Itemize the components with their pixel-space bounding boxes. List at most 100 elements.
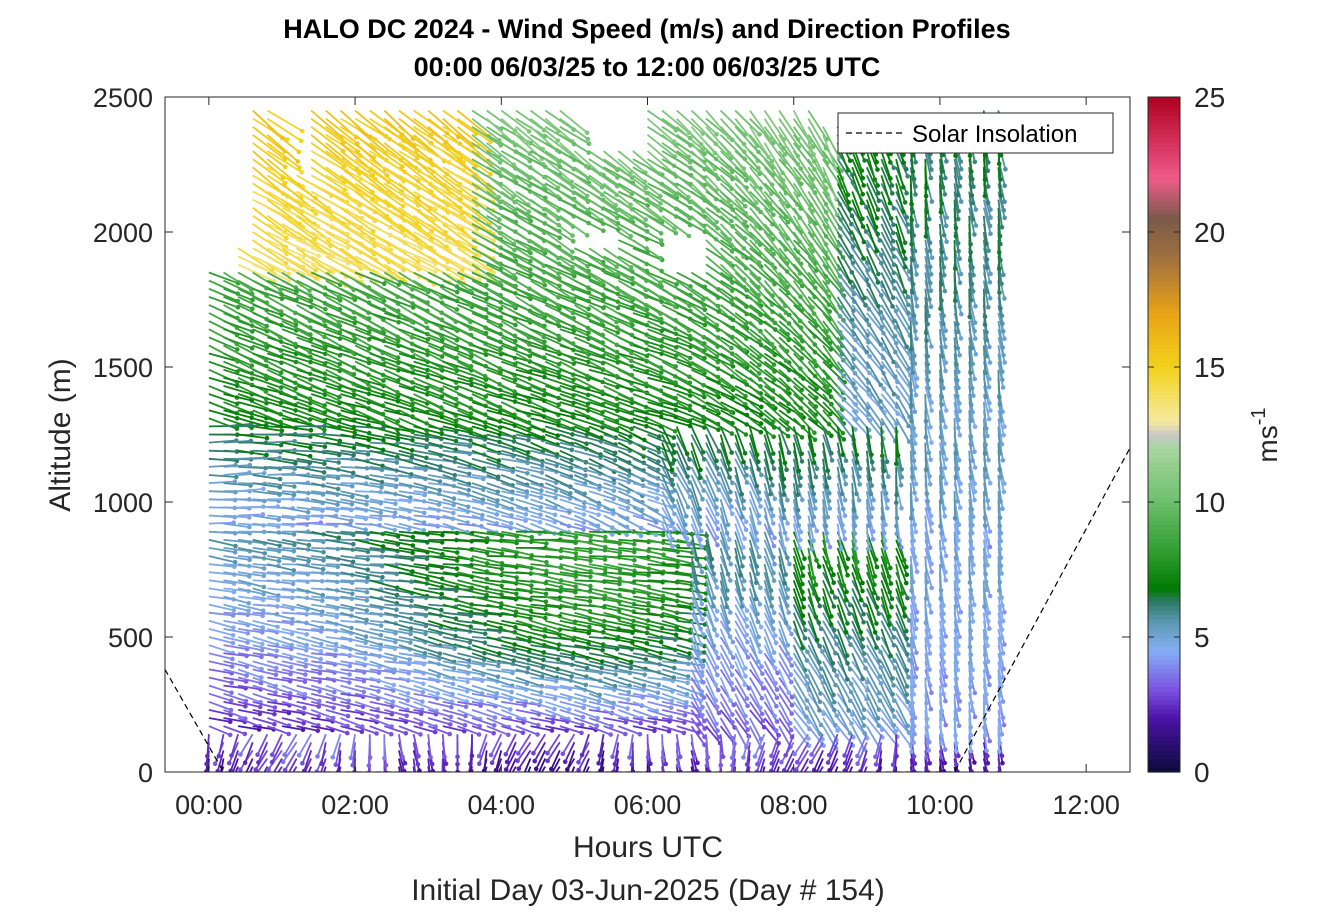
wind-arrow-head (582, 512, 587, 517)
wind-arrow-head (342, 188, 347, 193)
wind-arrow-head (488, 172, 493, 177)
wind-arrow-head (543, 616, 548, 621)
wind-arrow-head (658, 256, 663, 261)
wind-arrow-head (229, 681, 234, 686)
wind-arrow-head (545, 781, 550, 786)
wind-arrow-head (262, 566, 267, 571)
wind-arrow-head (672, 512, 677, 517)
wind-arrow-head (321, 550, 326, 555)
wind-arrow-head (626, 697, 631, 702)
wind-arrow-head (253, 767, 258, 772)
wind-arrow-head (233, 560, 238, 565)
wind-arrow-head (552, 707, 557, 712)
wind-arrow-shaft (238, 514, 263, 515)
wind-arrow-head (455, 558, 460, 563)
wind-arrow-head (674, 231, 679, 236)
wind-arrow-shaft (648, 734, 649, 757)
wind-arrow-head (283, 165, 288, 170)
wind-arrow-head (292, 549, 297, 554)
wind-arrow-head (497, 651, 502, 656)
wind-arrow-head (423, 632, 428, 637)
wind-arrow-head (281, 760, 286, 765)
wind-arrow-head (317, 689, 322, 694)
wind-arrow-head (333, 778, 338, 783)
wind-arrow-head (583, 473, 588, 478)
wind-arrow-head (447, 732, 452, 737)
wind-arrow-head (683, 713, 688, 718)
wind-arrow-head (599, 666, 604, 671)
wind-arrow-head (618, 551, 623, 556)
wind-arrow-head (470, 754, 475, 759)
wind-arrow-head (632, 542, 637, 547)
wind-arrow-head (360, 729, 365, 734)
wind-arrow-head (365, 495, 370, 500)
wind-arrow-head (516, 751, 521, 756)
wind-arrow-head (430, 762, 435, 767)
wind-arrow-head (378, 517, 383, 522)
wind-arrow-head (270, 760, 275, 765)
wind-arrow-head (321, 558, 326, 563)
wind-arrow-head (493, 715, 498, 720)
wind-arrow-head (214, 784, 219, 789)
wind-arrow-head (643, 217, 648, 222)
wind-arrow-head (623, 732, 628, 737)
wind-arrow-head (556, 433, 561, 438)
wind-arrow-head (284, 236, 289, 241)
wind-arrow-head (393, 510, 398, 515)
wind-arrow-head (610, 532, 615, 537)
wind-arrow-head (645, 203, 650, 208)
wind-arrow-head (430, 785, 435, 790)
wind-arrow-head (638, 732, 643, 737)
wind-arrow-head (538, 699, 543, 704)
wind-arrow-head (317, 785, 322, 790)
wind-arrow-head (652, 729, 657, 734)
wind-arrow-head (588, 558, 593, 563)
wind-arrow-head (539, 488, 544, 493)
wind-arrow-head (612, 488, 617, 493)
wind-arrow-head (569, 674, 574, 679)
wind-arrow-head (308, 445, 313, 450)
wind-arrow-head (490, 783, 495, 788)
wind-arrow-head (455, 290, 460, 295)
wind-arrow-head (627, 690, 632, 695)
wind-arrow-head (550, 720, 555, 725)
wind-arrow-head (672, 527, 677, 532)
wind-arrow-head (247, 525, 252, 530)
wind-arrow-head (424, 456, 429, 461)
wind-arrow-head (304, 632, 309, 637)
wind-arrow-head (238, 767, 243, 772)
wind-arrow-head (656, 683, 661, 688)
wind-arrow-head (600, 648, 605, 653)
wind-arrow-head (352, 778, 357, 783)
wind-arrow-head (393, 657, 398, 662)
wind-arrow-head (585, 233, 590, 238)
wind-arrow-head (571, 239, 576, 244)
wind-arrow-head (314, 276, 319, 281)
wind-arrow-head (674, 282, 679, 287)
wind-arrow-head (292, 532, 297, 537)
wind-arrow-head (672, 450, 677, 455)
wind-arrow-head (687, 234, 692, 239)
wind-arrow-head (258, 705, 263, 710)
wind-arrow-head (642, 673, 647, 678)
wind-arrow-head (509, 690, 514, 695)
wind-arrow-head (580, 753, 585, 758)
wind-arrow-head (670, 544, 675, 549)
wind-arrow-head (534, 767, 539, 772)
wind-arrow-head (557, 235, 562, 240)
wind-arrow-head (495, 512, 500, 517)
wind-arrow-head (266, 767, 271, 772)
wind-arrow-head (280, 429, 285, 434)
wind-arrow-head (368, 755, 373, 760)
wind-arrow-head (627, 755, 632, 760)
wind-arrow-head (480, 777, 485, 782)
wind-arrow-head (524, 495, 529, 500)
wind-arrow-head (570, 233, 575, 238)
wind-arrow-head (264, 453, 269, 458)
wind-arrow-head (422, 511, 427, 516)
wind-arrow-head (401, 785, 406, 790)
wind-arrow-head (480, 513, 485, 518)
wind-arrow-head (512, 658, 517, 663)
wind-arrow-head (632, 784, 637, 789)
